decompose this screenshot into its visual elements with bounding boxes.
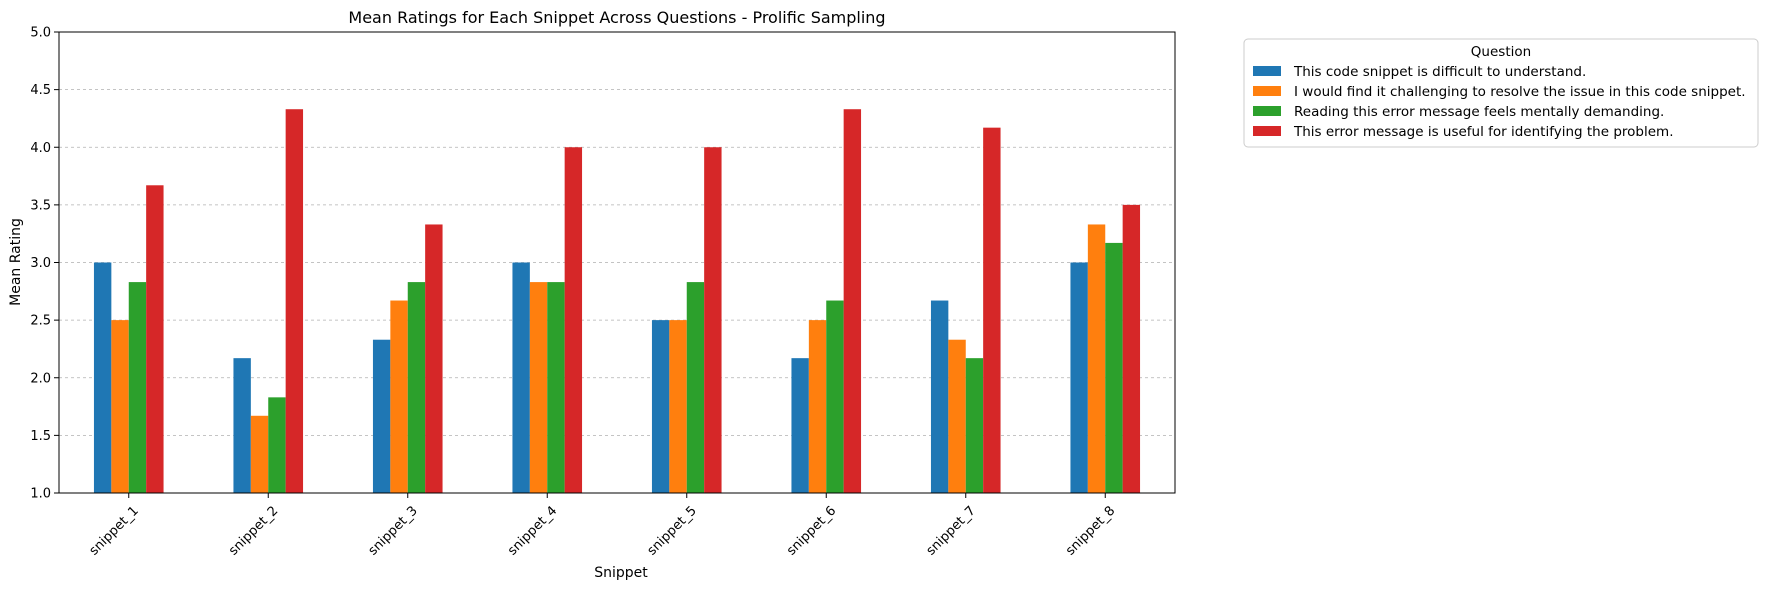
bar (372, 339, 391, 493)
bar (512, 262, 530, 493)
x-tick-label: snippet_3 (366, 503, 421, 558)
bar (547, 282, 565, 493)
bar (111, 320, 129, 493)
bar (1105, 242, 1123, 493)
x-axis: snippet_1 snippet_2 snippet_3 snippet_4 snip… (87, 493, 1118, 559)
bar (93, 262, 112, 493)
legend-entry: Reading this error message feels mentall… (1294, 104, 1664, 120)
bar (425, 224, 443, 493)
bar (529, 282, 548, 493)
bar (686, 282, 705, 493)
x-tick-label: snippet_8 (1063, 503, 1118, 558)
legend-swatch (1253, 86, 1281, 96)
bar (128, 282, 147, 493)
bar (843, 109, 862, 493)
bar (564, 147, 583, 493)
bars-group (93, 109, 1141, 493)
bar (233, 358, 251, 493)
x-axis-label: Snippet (594, 565, 648, 581)
legend: Question This code snippet is difficult … (1243, 38, 1759, 148)
legend-swatch (1253, 106, 1281, 116)
bar (1087, 224, 1106, 493)
bar (651, 320, 670, 493)
x-tick-label: snippet_5 (645, 503, 700, 558)
bar (704, 147, 722, 493)
x-tick-label: snippet_4 (505, 503, 560, 558)
legend-swatch (1253, 126, 1281, 136)
y-axis-label: Mean Rating (8, 218, 24, 306)
chart-title: Mean Ratings for Each Snippet Across Que… (348, 8, 885, 27)
bar (1122, 204, 1141, 493)
bar (791, 358, 809, 493)
bar (948, 339, 966, 493)
legend-frame (1243, 38, 1759, 148)
x-tick-label: snippet_7 (924, 503, 979, 558)
bar (146, 185, 164, 493)
legend-swatch (1253, 66, 1281, 76)
bar (285, 109, 304, 493)
y-axis: 1.0 1.5 2.0 2.5 3.0 3.5 4.0 4.5 5.0 (30, 26, 59, 502)
y-tick-label: 1.0 (30, 487, 51, 502)
x-tick-label: snippet_2 (226, 503, 281, 558)
bar (669, 320, 687, 493)
bar (268, 397, 286, 493)
plot-frame (58, 31, 1176, 494)
bar (808, 320, 827, 493)
bar (983, 127, 1001, 493)
bar (250, 415, 269, 493)
bar (390, 300, 408, 493)
y-tick-label: 4.0 (30, 141, 51, 156)
y-tick-label: 4.5 (30, 83, 51, 98)
y-tick-label: 2.5 (30, 314, 51, 329)
bar (407, 282, 426, 493)
bar (965, 358, 984, 493)
legend-entry: This error message is useful for identif… (1293, 124, 1673, 140)
legend-entry: This code snippet is difficult to unders… (1293, 64, 1586, 80)
bar (1070, 262, 1088, 493)
y-tick-label: 3.0 (30, 256, 51, 271)
grid-lines (59, 89, 1175, 436)
x-tick-label: snippet_6 (784, 503, 839, 558)
x-tick-label: snippet_1 (87, 503, 142, 558)
y-tick-label: 3.5 (30, 198, 51, 213)
y-tick-label: 1.5 (30, 429, 51, 444)
y-tick-label: 5.0 (30, 26, 51, 41)
legend-entry: I would find it challenging to resolve t… (1294, 84, 1746, 100)
legend-title: Question (1471, 44, 1531, 60)
y-tick-label: 2.0 (30, 371, 51, 386)
bar (930, 300, 949, 493)
bar (826, 300, 844, 493)
